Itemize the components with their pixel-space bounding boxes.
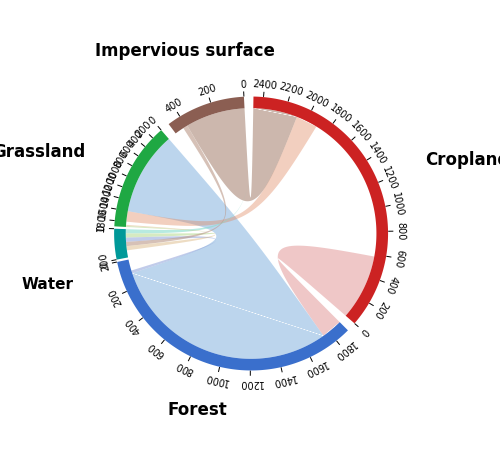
Text: 1800: 1800 [96, 207, 108, 232]
Text: Forest: Forest [167, 401, 227, 419]
Text: 1400: 1400 [99, 182, 115, 208]
Polygon shape [126, 225, 216, 250]
Text: 2000: 2000 [304, 90, 330, 109]
Polygon shape [126, 108, 254, 234]
Text: 0: 0 [240, 79, 246, 90]
Text: 200: 200 [370, 299, 388, 320]
Text: 1600: 1600 [302, 358, 329, 378]
Text: 600: 600 [392, 248, 405, 268]
Text: 0: 0 [97, 225, 107, 232]
Text: 800: 800 [174, 359, 196, 376]
Text: 600: 600 [146, 340, 167, 359]
Text: 600: 600 [118, 139, 138, 159]
Text: 400: 400 [163, 97, 184, 115]
Text: 1800: 1800 [332, 339, 357, 362]
Polygon shape [114, 130, 169, 227]
Polygon shape [126, 117, 316, 226]
Text: 200: 200 [134, 120, 154, 140]
Text: 800: 800 [112, 149, 130, 170]
Text: 1400: 1400 [270, 372, 297, 387]
Polygon shape [168, 97, 244, 134]
Polygon shape [126, 236, 216, 273]
Polygon shape [126, 126, 226, 246]
Polygon shape [128, 139, 324, 359]
Text: 1400: 1400 [366, 141, 388, 167]
Text: 1200: 1200 [238, 378, 262, 388]
Text: 0: 0 [148, 115, 158, 127]
Text: 2200: 2200 [278, 82, 304, 98]
Text: 1000: 1000 [204, 371, 230, 387]
Text: 1000: 1000 [106, 158, 125, 184]
Text: 2400: 2400 [252, 79, 278, 91]
Text: Water: Water [22, 277, 74, 292]
Text: 1800: 1800 [328, 102, 353, 125]
Polygon shape [126, 226, 215, 238]
Text: 400: 400 [384, 274, 399, 295]
Text: 200: 200 [196, 83, 218, 99]
Polygon shape [254, 97, 388, 323]
Polygon shape [114, 229, 128, 260]
Text: Cropland: Cropland [425, 151, 500, 169]
Text: 1600: 1600 [348, 120, 372, 144]
Text: Grassland: Grassland [0, 143, 85, 162]
Text: 800: 800 [395, 222, 406, 241]
Text: 1600: 1600 [97, 194, 112, 220]
Text: 1000: 1000 [390, 191, 405, 217]
Text: Impervious surface: Impervious surface [94, 42, 274, 60]
Text: 0: 0 [358, 326, 370, 337]
Text: 1200: 1200 [102, 169, 120, 196]
Polygon shape [117, 260, 348, 370]
Text: 400: 400 [124, 315, 143, 335]
Text: 200: 200 [98, 252, 111, 272]
Polygon shape [187, 108, 297, 201]
Polygon shape [278, 246, 374, 336]
Text: 200: 200 [108, 286, 124, 307]
Text: 0: 0 [100, 261, 110, 269]
Text: 1200: 1200 [380, 164, 399, 191]
Text: 400: 400 [126, 128, 146, 149]
